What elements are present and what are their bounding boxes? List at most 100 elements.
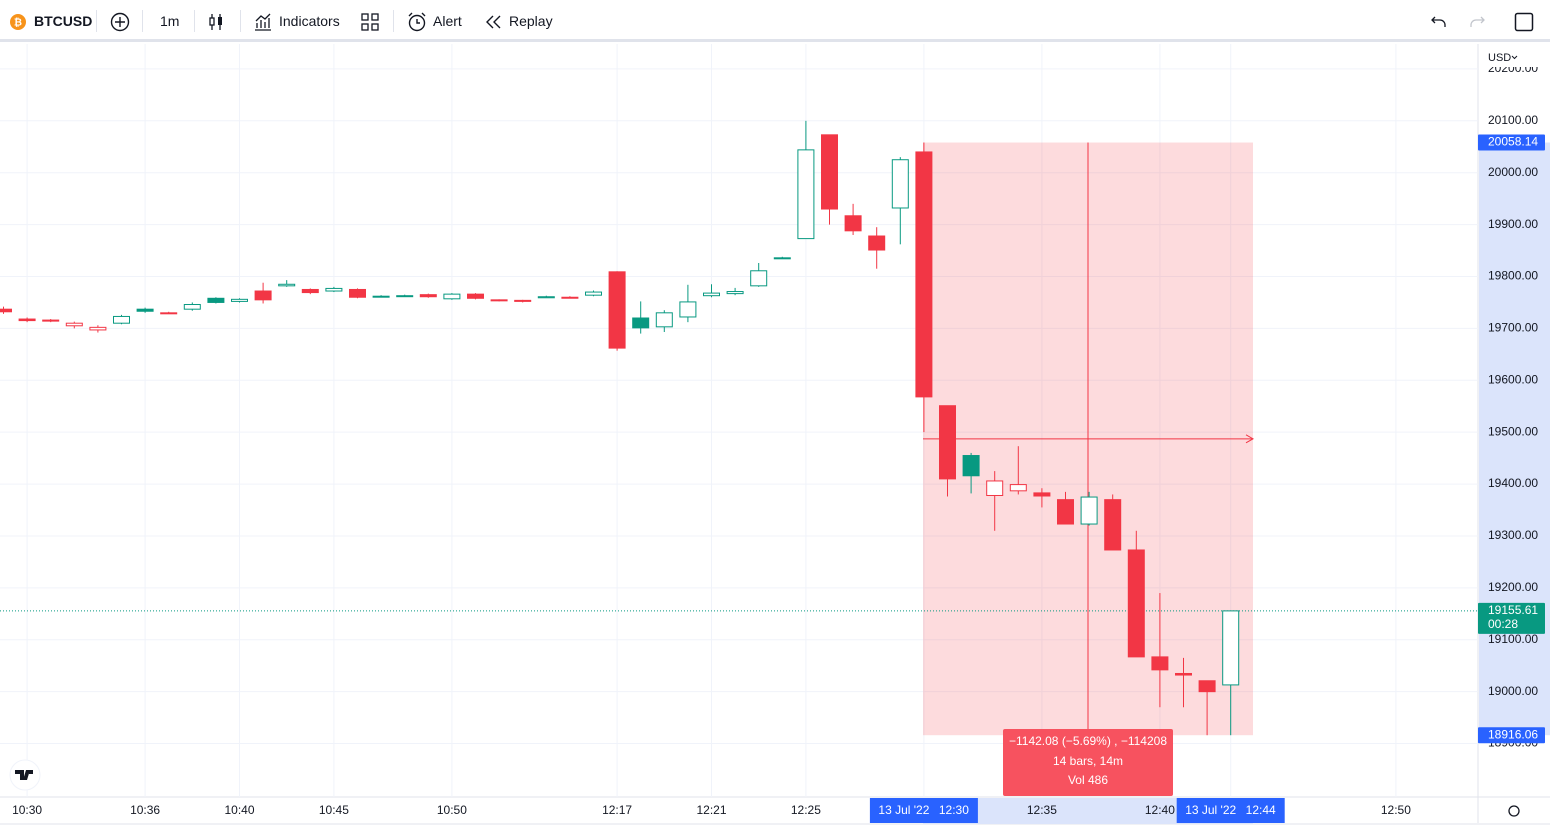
range-date: 13 Jul '22 bbox=[878, 803, 929, 817]
symbol[interactable]: BTCUSD bbox=[34, 13, 93, 29]
x-tick-label: 12:25 bbox=[791, 803, 821, 817]
toolbar: ₿ BTCUSD 1m Indicators Alert Replay bbox=[0, 0, 1550, 42]
candle-body bbox=[962, 455, 980, 477]
tv-logo-mark bbox=[15, 770, 33, 780]
y-tick-label: 19800.00 bbox=[1488, 269, 1538, 283]
x-tick-label: 12:44 bbox=[1246, 803, 1276, 817]
measure-high-label-box bbox=[1478, 134, 1545, 151]
replay-icon[interactable] bbox=[485, 14, 503, 30]
candle-body bbox=[207, 297, 225, 303]
candle-body bbox=[537, 296, 555, 299]
currency-bg bbox=[1480, 47, 1548, 67]
candle-body bbox=[231, 298, 248, 302]
redo-icon[interactable] bbox=[1468, 14, 1486, 30]
candle-body bbox=[1080, 496, 1098, 525]
candle-body bbox=[443, 293, 461, 300]
undo-icon[interactable] bbox=[1430, 14, 1448, 30]
indicators[interactable]: Indicators bbox=[279, 13, 340, 29]
chart-type-icon[interactable] bbox=[207, 12, 225, 32]
time-highlight-box bbox=[869, 798, 978, 823]
y-tick-label: 19900.00 bbox=[1488, 217, 1538, 231]
candle-body bbox=[1009, 484, 1027, 492]
svg-text:₿: ₿ bbox=[14, 17, 22, 29]
last-price-box bbox=[1478, 602, 1545, 634]
candle-body bbox=[325, 287, 343, 292]
range-date: 13 Jul '22 bbox=[1185, 803, 1236, 817]
countdown: 00:28 bbox=[1488, 617, 1518, 631]
candle-body bbox=[891, 159, 909, 209]
measure-low-label-box bbox=[1478, 727, 1545, 744]
y-tick-label: 19400.00 bbox=[1488, 476, 1538, 490]
candle-body bbox=[844, 215, 862, 232]
y-tick-label: 19000.00 bbox=[1488, 684, 1538, 698]
replay[interactable]: Replay bbox=[509, 13, 553, 29]
x-tick-label: 10:30 bbox=[12, 803, 42, 817]
interval[interactable]: 1m bbox=[160, 13, 180, 29]
candle-body bbox=[773, 257, 791, 260]
y-tick-label: 19500.00 bbox=[1488, 424, 1538, 438]
candle-body bbox=[301, 288, 319, 294]
x-tick-label: 12:17 bbox=[602, 803, 632, 817]
x-tick-label: 12:21 bbox=[696, 803, 726, 817]
candle-body bbox=[679, 301, 697, 318]
currency-chevron bbox=[1511, 55, 1518, 60]
candle-body bbox=[1151, 656, 1169, 671]
candle-body bbox=[136, 308, 154, 312]
separator bbox=[194, 10, 195, 32]
btc-icon: ₿ bbox=[10, 14, 26, 30]
x-tick-label: 10:50 bbox=[437, 803, 467, 817]
measure-arrowhead bbox=[1245, 434, 1255, 444]
candle-body bbox=[1127, 549, 1145, 658]
candle-body bbox=[1104, 499, 1122, 551]
price-axis-highlight bbox=[1479, 142, 1550, 736]
measure-change: −1142.08 (−5.69%) , −114208 bbox=[1009, 734, 1167, 748]
y-tick-label: 20000.00 bbox=[1488, 165, 1538, 179]
plot-area bbox=[0, 44, 1478, 797]
candle-body bbox=[608, 271, 626, 349]
candle-body bbox=[160, 312, 178, 315]
candle-body bbox=[561, 296, 579, 299]
candle-body bbox=[419, 294, 437, 298]
candle-body bbox=[1175, 672, 1192, 676]
x-tick-label: 12:35 bbox=[1027, 803, 1057, 817]
candle-body bbox=[1198, 680, 1216, 693]
candle-body bbox=[632, 317, 650, 329]
candle-body bbox=[396, 295, 414, 298]
alert-icon[interactable] bbox=[406, 11, 428, 33]
candle-body bbox=[349, 288, 366, 298]
x-tick-label: 10:36 bbox=[130, 803, 160, 817]
candle-body bbox=[42, 319, 60, 322]
candle-body bbox=[986, 480, 1004, 496]
candle-body bbox=[915, 151, 933, 398]
candle-body bbox=[1033, 492, 1051, 497]
candle-body bbox=[726, 291, 744, 295]
measure-volume: Vol 486 bbox=[1068, 773, 1108, 787]
y-tick-label: 19200.00 bbox=[1488, 580, 1538, 594]
templates-icon[interactable] bbox=[361, 13, 379, 31]
measure-bars: 14 bars, 14m bbox=[1053, 754, 1123, 768]
candle-body bbox=[1222, 610, 1240, 686]
candle-body bbox=[254, 290, 272, 301]
candle-body bbox=[514, 299, 532, 302]
y-tick-label: 19700.00 bbox=[1488, 321, 1538, 335]
y-tick-label: 20100.00 bbox=[1488, 113, 1538, 127]
separator bbox=[393, 10, 394, 32]
measure-high-label: 20058.14 bbox=[1488, 135, 1538, 149]
separator bbox=[142, 10, 143, 32]
candle-body bbox=[821, 134, 838, 210]
x-tick-label: 12:50 bbox=[1381, 803, 1411, 817]
indicators-icon[interactable] bbox=[253, 12, 273, 32]
alert[interactable]: Alert bbox=[433, 13, 462, 29]
fullscreen-icon[interactable] bbox=[1514, 12, 1534, 32]
candle-body bbox=[278, 283, 296, 287]
candle-body bbox=[113, 315, 130, 324]
candle-body bbox=[0, 308, 12, 313]
measure-low-label: 18916.06 bbox=[1488, 727, 1538, 741]
measure-info-box bbox=[1003, 729, 1173, 796]
add-symbol-icon[interactable] bbox=[110, 12, 130, 32]
separator bbox=[240, 10, 241, 32]
time-highlight-box bbox=[1176, 798, 1285, 823]
candle-body bbox=[703, 292, 720, 297]
